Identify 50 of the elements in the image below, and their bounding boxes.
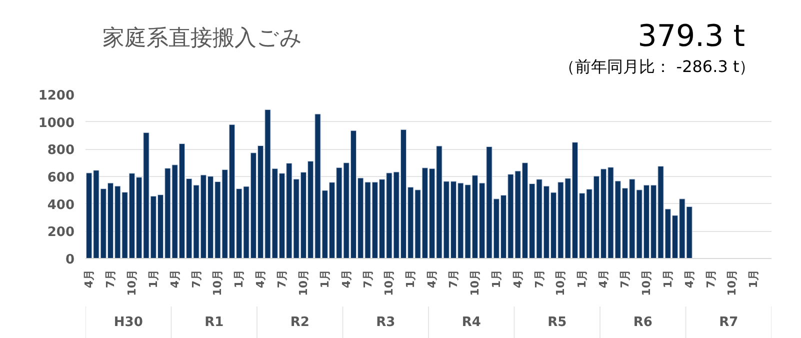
text: R5 [548, 315, 567, 330]
x-tick-label: 1月 [747, 270, 760, 288]
chart-title: 家庭系直接搬入ごみ [102, 26, 303, 51]
y-tick-label: 1000 [38, 116, 75, 131]
x-tick-label: 7月 [361, 270, 374, 288]
x-tick-label: 10月 [468, 269, 482, 296]
x-tick-label: 7月 [704, 270, 718, 288]
x-tick-label: 10月 [296, 269, 310, 296]
x-tick-label: 1月 [490, 270, 503, 288]
text: （前年同月比： -286.3 t） [559, 57, 756, 76]
x-tick-label: 10月 [554, 269, 568, 296]
x-tick-label: 4月 [682, 270, 696, 288]
x-tick-label: 4月 [82, 270, 96, 288]
x-tick-label: 10月 [640, 269, 653, 296]
x-tick-label: 7月 [532, 270, 546, 288]
x-tick-label: 4月 [597, 270, 610, 288]
x-tick-label: 7月 [190, 270, 203, 288]
x-tick-label: 4月 [511, 270, 524, 288]
text: R3 [376, 315, 396, 330]
x-tick-label: 1月 [576, 270, 589, 288]
x-tick-label: 10月 [382, 269, 396, 296]
x-tick-label: 4月 [340, 270, 353, 288]
x-tick-label: 10月 [211, 269, 224, 296]
text: R7 [719, 315, 738, 330]
y-tick-label: 0 [65, 252, 74, 268]
x-tick-label: 1月 [661, 270, 674, 288]
x-tick-label: 7月 [276, 270, 289, 288]
x-tick-label: 1月 [146, 270, 160, 288]
x-tick-label: 7月 [447, 270, 460, 288]
y-tick-label: 800 [47, 143, 75, 158]
text: R2 [290, 315, 310, 330]
text: R4 [462, 315, 481, 330]
x-tick-label: 4月 [254, 270, 268, 288]
x-tick-label: 4月 [168, 270, 182, 288]
text: 379.3 t [638, 19, 746, 54]
x-tick-label: 7月 [618, 270, 632, 288]
y-tick-label: 200 [47, 225, 75, 240]
x-tick-label: 10月 [125, 269, 138, 296]
x-tick-label: 7月 [104, 270, 118, 288]
text: H30 [114, 315, 143, 330]
x-tick-label: 10月 [726, 269, 739, 296]
x-tick-label: 1月 [404, 270, 418, 288]
y-tick-label: 600 [47, 170, 75, 186]
y-tick-label: 1200 [38, 88, 75, 104]
x-tick-label: 4月 [426, 270, 439, 288]
y-tick-label: 400 [47, 198, 75, 213]
text: R1 [204, 315, 224, 330]
text: R6 [633, 315, 652, 330]
x-tick-label: 1月 [318, 270, 332, 288]
x-tick-label: 1月 [232, 270, 246, 288]
